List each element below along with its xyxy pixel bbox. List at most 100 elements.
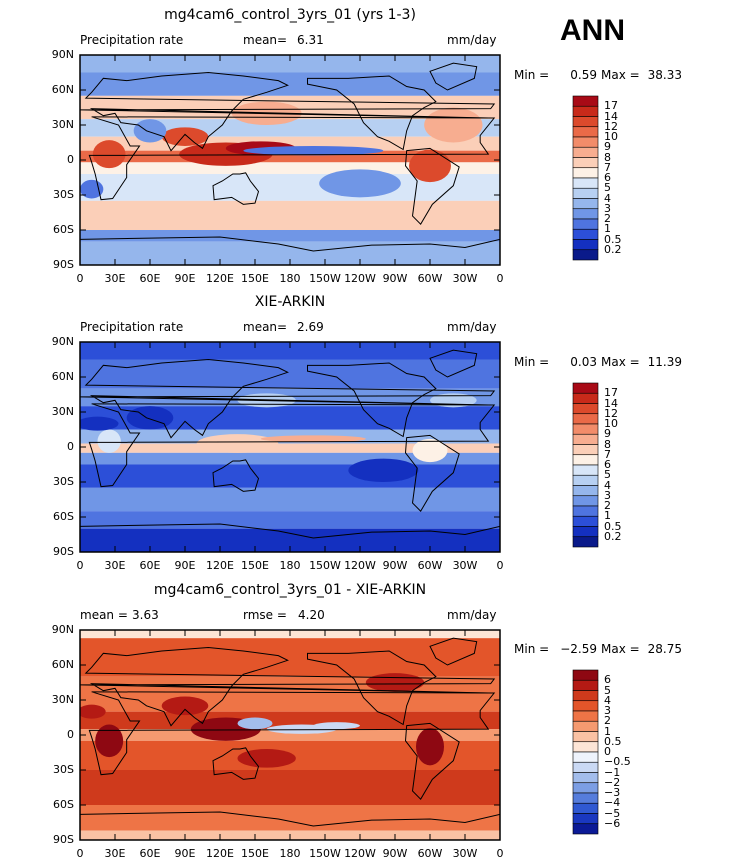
colorbar-level-2: 17 [604,386,618,400]
coast-australia [212,747,260,780]
colorbar-box [572,761,599,773]
lon-tick-8: 120W [344,847,376,860]
map-field-2 [80,630,500,840]
panel-title-3: mg4cam6_control_3yrs_01 - XIE-ARKIN [153,582,427,598]
lon-tick-7: 150W [309,847,341,860]
colorbar-box [572,792,599,804]
lon-tick-10: 60W [417,559,443,572]
lat-tick-90N: 90N [51,48,74,61]
lat-tick-60N: 60N [51,83,74,96]
colorbar-box [572,239,599,251]
colorbar-box [572,403,599,415]
lon-tick-6: 180 [279,847,301,860]
lon-tick-11: 30W [452,559,478,572]
colorbar-3 [572,669,599,835]
lon-tick-11: 30W [452,272,478,285]
lon-tick-1: 30E [104,272,126,285]
colorbar-box [572,690,599,702]
lon-tick-12: 0 [496,272,504,285]
colorbar-box [572,136,599,148]
coastlines-2 [80,637,500,827]
coast-northamerica [307,362,437,438]
colorbar-box [572,823,599,835]
colorbar-level-2: 0.5 [604,519,622,533]
colorbar-level-2: 7 [604,447,611,461]
stat2-label-3: rmse = [243,608,287,622]
lon-tick-3: 90E [174,847,196,860]
colorbar-box [572,700,599,712]
colorbar-level-3: 5 [604,683,611,697]
coast-antarctica [80,236,500,252]
colorbar-level-1: 6 [604,171,611,184]
colorbar-box [572,382,599,394]
colorbar-box [572,464,599,476]
colorbar-box [572,95,599,107]
colorbar-box [572,413,599,425]
colorbar-level-1: 9 [604,140,611,154]
coast-australia [212,172,260,205]
lat-tick-30N: 30N [51,405,74,418]
colorbar-box [572,392,599,404]
colorbar-box [572,515,599,527]
colorbar-box [572,116,599,128]
max-label-1: Max = [601,68,640,82]
max-value-2: 11.39 [647,355,682,369]
lat-tick-60N: 60N [51,370,74,383]
colorbar-level-1: 2 [604,212,611,225]
lon-tick-4: 120E [206,559,234,572]
colorbar-level-2: 12 [604,406,618,420]
colorbar-box [572,146,599,158]
colorbar-box [572,198,599,210]
coast-antarctica [80,523,500,539]
coast-greenland [429,637,478,666]
lon-tick-2: 60E [139,272,161,285]
coast-eurasia [80,646,496,727]
colorbar-level-2: 9 [604,427,611,441]
coast-northamerica [307,650,437,726]
lon-tick-10: 60W [417,847,443,860]
panel-variable-1: Precipitation rate [80,33,184,47]
lat-tick-60S: 60S [53,510,74,523]
coast-antarctica [80,811,500,827]
lon-tick-7: 150W [309,272,341,285]
lat-tick-30S: 30S [53,475,74,488]
coast-eurasia [80,358,496,439]
coast-africa [88,116,496,201]
stat1-label-3: mean = [80,608,128,622]
colorbar-box [572,474,599,486]
colorbar-1 [572,95,599,261]
panel-variable-2: Precipitation rate [80,320,184,334]
lon-tick-10: 60W [417,272,443,285]
colorbar-level-3: −5 [604,806,621,820]
coastlines-1 [80,349,500,539]
min-value-1: 0.59 [570,68,597,82]
stat1-label-2: mean= [243,320,288,334]
coast-africa [88,403,496,488]
colorbar-level-2: 5 [604,468,611,482]
lat-tick-90S: 90S [53,545,74,558]
colorbar-level-2: 2 [604,499,611,512]
coast-eurasia [80,71,496,152]
map-field-1 [80,342,500,552]
stat1-value-2: 2.69 [297,320,324,334]
units-2: mm/day [447,320,497,334]
lon-tick-5: 150E [241,847,269,860]
colorbar-box [572,105,599,117]
colorbar-level-1: 3 [604,201,611,215]
max-label-2: Max = [601,355,640,369]
lat-tick-30S: 30S [53,763,74,776]
colorbar-box [572,208,599,220]
colorbar-box [572,731,599,743]
lon-tick-9: 90W [382,559,408,572]
colorbar-box [572,505,599,517]
colorbar-level-1: 7 [604,160,611,174]
lat-tick-60N: 60N [51,658,74,671]
colorbar-level-3: 6 [604,673,611,687]
min-label-1: Min = [514,68,550,82]
lon-tick-4: 120E [206,847,234,860]
coastlines-0 [80,62,500,252]
colorbar-box [572,126,599,138]
colorbar-level-3: −4 [604,796,621,810]
colorbar-box [572,249,599,261]
colorbar-box [572,526,599,538]
